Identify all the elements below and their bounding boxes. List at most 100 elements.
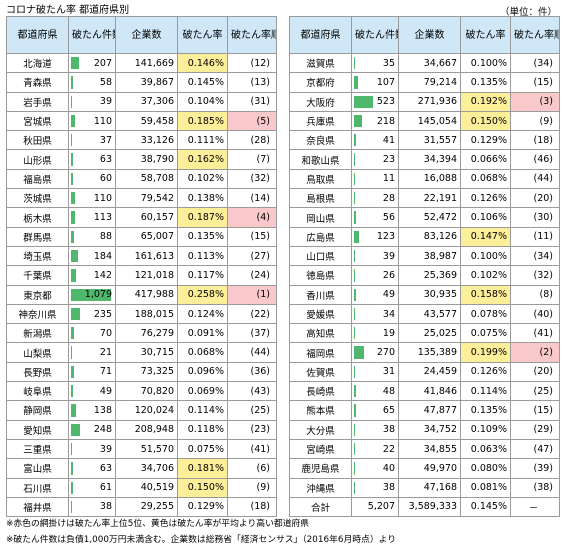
table-row: 山形県 63 38,790 0.162% (7) (6, 149, 277, 170)
companies-cell: 37,306 (115, 91, 178, 112)
rate-cell: 0.081% (460, 477, 511, 498)
rate-cell: 0.181% (177, 458, 228, 479)
table-row: 福岡県 270 135,389 0.199% (2) (289, 342, 560, 363)
rank-cell: (20) (510, 188, 560, 209)
rank-cell: (32) (510, 265, 560, 286)
prefecture-cell: 青森県 (6, 72, 69, 93)
prefecture-cell: 滋賀県 (289, 52, 352, 74)
companies-cell: 38,987 (398, 245, 461, 267)
rate-cell: 0.138% (177, 188, 228, 209)
header-pref: 都道府県 (6, 16, 69, 54)
rank-cell: (9) (510, 110, 560, 132)
companies-cell: 43,577 (398, 303, 461, 325)
count-cell: 71 (68, 361, 116, 383)
count-value: 523 (376, 96, 395, 108)
count-value: 39 (99, 443, 112, 455)
count-value: 39 (382, 250, 395, 262)
rate-cell: 0.126% (460, 361, 511, 383)
count-bar (71, 230, 75, 243)
rate-cell: 0.113% (177, 245, 228, 267)
rate-cell: 0.135% (177, 226, 228, 247)
prefecture-cell: 和歌山県 (289, 149, 352, 170)
rate-cell: 0.150% (460, 110, 511, 132)
count-cell: 23 (351, 149, 399, 170)
companies-cell: 141,669 (115, 52, 178, 74)
count-value: 207 (93, 57, 112, 69)
page-title: コロナ破たん率 都道府県別 (6, 5, 130, 16)
count-cell: 218 (351, 110, 399, 132)
rate-cell: 0.106% (460, 207, 511, 228)
table-row: 高知県 19 25,025 0.075% (41) (289, 323, 560, 344)
count-cell: 270 (351, 342, 399, 363)
companies-cell: 161,613 (115, 245, 178, 267)
count-bar (71, 57, 79, 70)
table-row: 沖縄県 38 47,168 0.081% (38) (289, 477, 560, 498)
rate-cell: 0.109% (460, 419, 511, 440)
rate-cell: 0.096% (177, 361, 228, 383)
rate-cell: 0.069% (177, 381, 228, 402)
count-cell: 207 (68, 52, 116, 74)
count-bar (354, 249, 356, 263)
table-row: 群馬県 88 65,007 0.135% (15) (6, 226, 277, 247)
count-cell: 38 (351, 419, 399, 440)
companies-cell: 52,472 (398, 207, 461, 228)
rate-cell: 0.124% (177, 303, 228, 325)
count-cell: 49 (68, 381, 116, 402)
companies-cell: 41,846 (398, 381, 461, 402)
table-row: 千葉県 142 121,018 0.117% (24) (6, 265, 277, 286)
companies-cell: 31,557 (398, 130, 461, 151)
rate-cell: 0.068% (460, 168, 511, 190)
count-bar (354, 153, 355, 166)
count-value: 110 (93, 192, 112, 204)
count-cell: 22 (351, 438, 399, 460)
table-row: 宮城県 110 59,458 0.185% (5) (6, 110, 277, 132)
count-bar (71, 442, 73, 456)
rank-cell: (3) (510, 91, 560, 112)
rank-cell: (41) (227, 438, 277, 460)
rank-cell: (41) (510, 323, 560, 344)
table-row: 京都府 107 79,214 0.135% (15) (289, 72, 560, 93)
companies-cell: 188,015 (115, 303, 178, 325)
rank-cell: (36) (227, 361, 277, 383)
count-bar (71, 172, 74, 186)
rank-cell: (7) (227, 149, 277, 170)
companies-cell: 59,458 (115, 110, 178, 132)
rate-cell: 0.078% (460, 303, 511, 325)
rank-cell: (40) (510, 303, 560, 325)
count-cell: 110 (68, 110, 116, 132)
count-bar (354, 288, 356, 301)
total-row: 合計 5,207 3,589,333 0.145% － (289, 496, 560, 518)
prefecture-cell: 静岡県 (6, 400, 69, 421)
count-cell: 70 (68, 323, 116, 344)
count-value: 31 (382, 366, 395, 378)
count-value: 35 (382, 57, 395, 69)
count-cell: 56 (351, 207, 399, 228)
prefecture-cell: 熊本県 (289, 400, 352, 421)
table-row: 長野県 71 73,325 0.096% (36) (6, 361, 277, 383)
count-cell: 39 (351, 245, 399, 267)
companies-cell: 40,519 (115, 477, 178, 498)
count-bar (354, 76, 358, 89)
count-value: 71 (99, 366, 112, 378)
rate-cell: 0.068% (177, 342, 228, 363)
count-value: 56 (382, 212, 395, 224)
count-cell: 63 (68, 458, 116, 479)
count-value: 63 (99, 462, 112, 474)
companies-cell: 120,024 (115, 400, 178, 421)
table-row: 宮崎県 22 34,855 0.063% (47) (289, 438, 560, 460)
prefecture-cell: 香川県 (289, 284, 352, 305)
count-bar (354, 346, 364, 359)
count-value: 49 (382, 289, 395, 301)
header-count: 破たん件数 (68, 16, 116, 54)
count-bar (71, 76, 74, 89)
count-bar (354, 192, 356, 205)
rate-cell: 0.063% (460, 438, 511, 460)
companies-cell: 47,168 (398, 477, 461, 498)
count-cell: 38 (351, 477, 399, 498)
rate-cell: 0.146% (177, 52, 228, 74)
table-row: 兵庫県 218 145,054 0.150% (9) (289, 110, 560, 132)
prefecture-cell: 東京都 (6, 284, 69, 305)
total-rank: － (510, 496, 560, 518)
rank-cell: (18) (227, 496, 277, 518)
rank-cell: (32) (227, 168, 277, 190)
